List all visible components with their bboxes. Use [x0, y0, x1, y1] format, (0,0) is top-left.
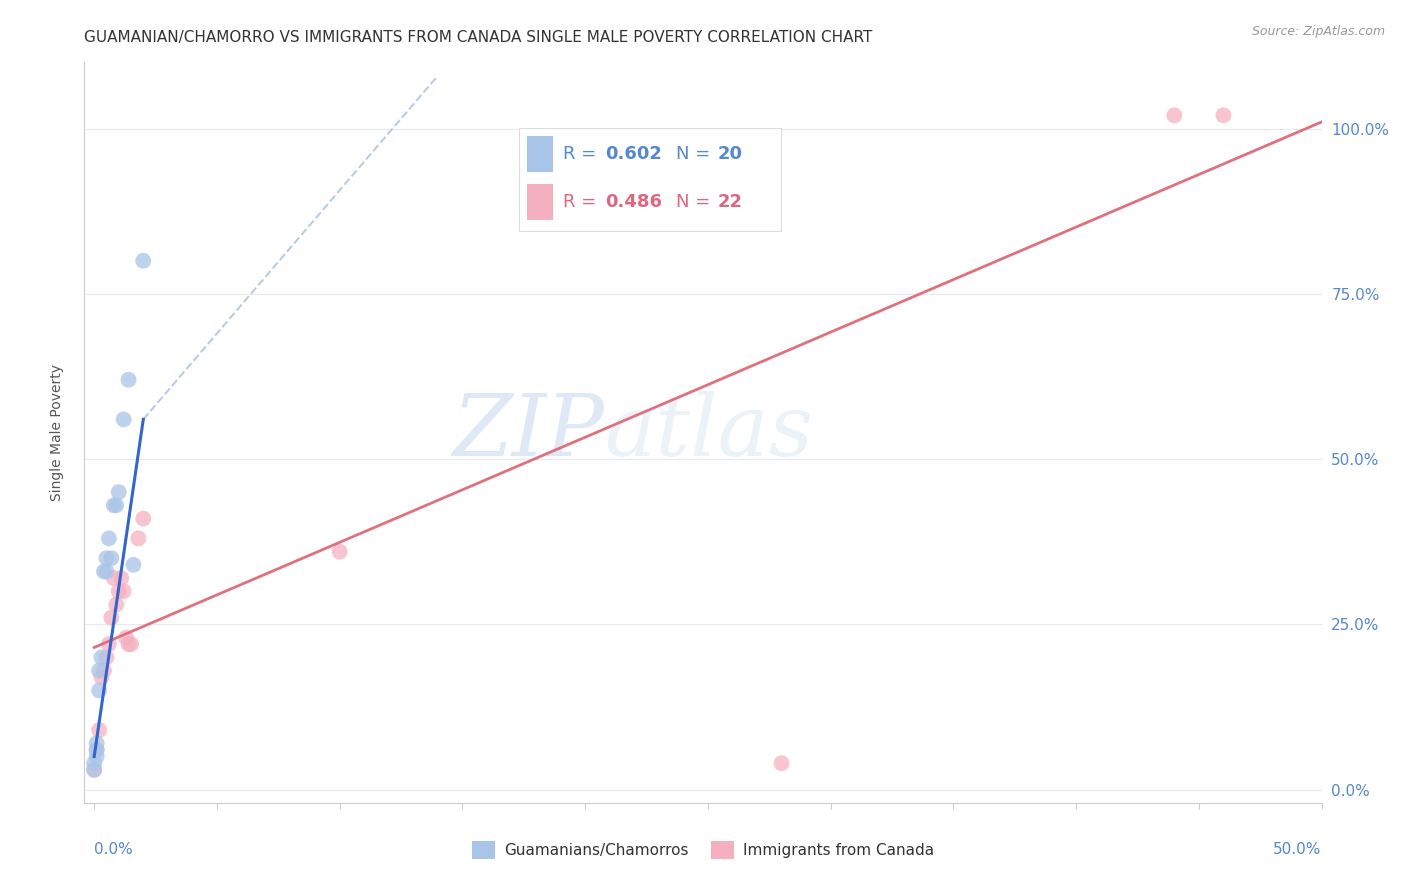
Text: 0.0%: 0.0% — [94, 842, 134, 856]
Text: R =: R = — [564, 194, 602, 211]
Point — [107, 485, 129, 500]
Point — [117, 373, 139, 387]
Point — [97, 637, 120, 651]
Point — [90, 670, 112, 684]
Point — [100, 611, 122, 625]
Point — [127, 532, 149, 546]
Point — [90, 650, 112, 665]
Point — [132, 253, 155, 268]
Point — [105, 598, 128, 612]
Point — [87, 723, 110, 737]
Point — [329, 544, 352, 558]
Point — [87, 683, 110, 698]
Point — [83, 763, 105, 777]
Text: 20: 20 — [717, 145, 742, 163]
Point — [86, 749, 108, 764]
Text: 0.486: 0.486 — [606, 194, 662, 211]
Point — [122, 558, 145, 572]
Point — [83, 756, 105, 771]
Text: ZIP: ZIP — [453, 392, 605, 474]
Point — [770, 756, 793, 771]
Point — [96, 650, 118, 665]
Text: atlas: atlas — [605, 392, 813, 474]
Point — [1163, 108, 1185, 122]
Point — [110, 571, 132, 585]
Y-axis label: Single Male Poverty: Single Male Poverty — [49, 364, 63, 501]
Point — [120, 637, 142, 651]
Point — [100, 551, 122, 566]
Point — [107, 584, 129, 599]
Point — [103, 499, 125, 513]
Point — [86, 736, 108, 750]
Point — [96, 551, 118, 566]
Bar — [527, 136, 553, 172]
Text: GUAMANIAN/CHAMORRO VS IMMIGRANTS FROM CANADA SINGLE MALE POVERTY CORRELATION CHA: GUAMANIAN/CHAMORRO VS IMMIGRANTS FROM CA… — [84, 29, 873, 45]
Point — [115, 631, 138, 645]
Point — [105, 499, 128, 513]
Point — [83, 763, 105, 777]
Point — [93, 565, 115, 579]
Point — [93, 664, 115, 678]
Point — [1212, 108, 1234, 122]
Legend: Guamanians/Chamorros, Immigrants from Canada: Guamanians/Chamorros, Immigrants from Ca… — [465, 835, 941, 865]
Point — [96, 565, 118, 579]
Point — [97, 532, 120, 546]
Text: 50.0%: 50.0% — [1274, 842, 1322, 856]
Point — [87, 664, 110, 678]
Text: R =: R = — [564, 145, 602, 163]
Text: N =: N = — [676, 145, 716, 163]
Bar — [527, 185, 553, 220]
Text: Source: ZipAtlas.com: Source: ZipAtlas.com — [1251, 25, 1385, 38]
Point — [112, 584, 135, 599]
Point — [117, 637, 139, 651]
Point — [132, 511, 155, 525]
Text: N =: N = — [676, 194, 716, 211]
Point — [86, 743, 108, 757]
Point — [103, 571, 125, 585]
Text: 22: 22 — [717, 194, 742, 211]
Point — [86, 743, 108, 757]
Text: 0.602: 0.602 — [606, 145, 662, 163]
Point — [112, 412, 135, 426]
